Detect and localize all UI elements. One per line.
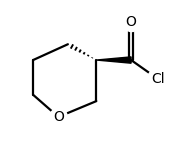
Text: Cl: Cl: [151, 72, 165, 86]
Text: O: O: [53, 110, 64, 124]
Text: O: O: [126, 15, 136, 29]
Polygon shape: [96, 57, 131, 63]
